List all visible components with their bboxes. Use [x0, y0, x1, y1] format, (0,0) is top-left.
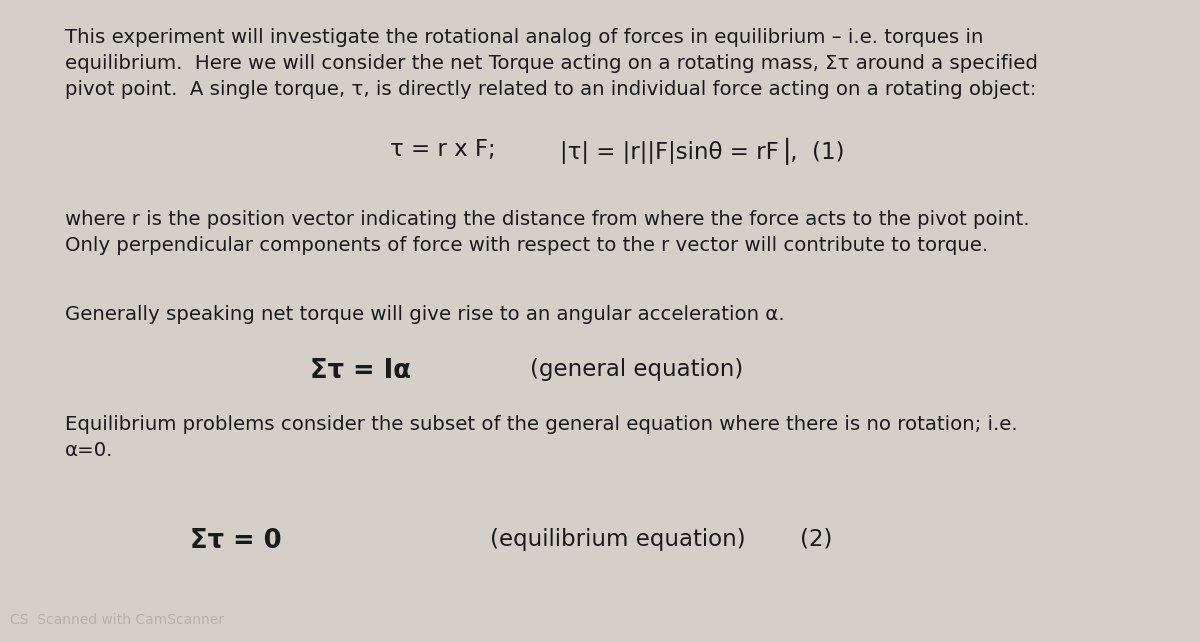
- Text: Equilibrium problems consider the subset of the general equation where there is : Equilibrium problems consider the subset…: [65, 415, 1018, 434]
- Text: Στ = 0: Στ = 0: [190, 528, 282, 554]
- Text: This experiment will investigate the rotational analog of forces in equilibrium : This experiment will investigate the rot…: [65, 28, 983, 47]
- Text: (2): (2): [800, 528, 833, 551]
- Text: Generally speaking net torque will give rise to an angular acceleration α.: Generally speaking net torque will give …: [65, 305, 785, 324]
- Text: τ = r x F;: τ = r x F;: [390, 138, 496, 161]
- Text: |τ| = |r||F|sinθ = rF⎥,  (1): |τ| = |r||F|sinθ = rF⎥, (1): [560, 138, 845, 165]
- Text: pivot point.  A single torque, τ, is directly related to an individual force act: pivot point. A single torque, τ, is dire…: [65, 80, 1037, 99]
- Text: Only perpendicular components of force with respect to the r vector will contrib: Only perpendicular components of force w…: [65, 236, 988, 255]
- Text: (general equation): (general equation): [530, 358, 743, 381]
- Text: CS  Scanned with CamScanner: CS Scanned with CamScanner: [10, 613, 224, 627]
- Text: equilibrium.  Here we will consider the net Torque acting on a rotating mass, Στ: equilibrium. Here we will consider the n…: [65, 54, 1038, 73]
- Text: α=0.: α=0.: [65, 441, 113, 460]
- Text: (equilibrium equation): (equilibrium equation): [490, 528, 745, 551]
- Text: Στ = Iα: Στ = Iα: [310, 358, 410, 384]
- Text: where r is the position vector indicating the distance from where the force acts: where r is the position vector indicatin…: [65, 210, 1030, 229]
